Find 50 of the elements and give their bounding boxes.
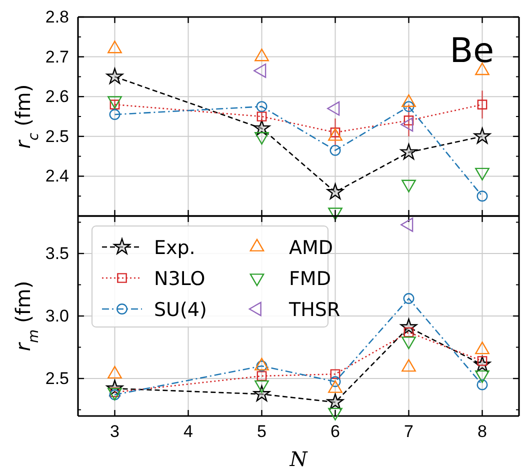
legend-label: N3LO xyxy=(154,268,206,290)
point xyxy=(256,101,268,112)
point xyxy=(403,293,414,304)
point xyxy=(328,380,342,393)
x-tick-label: 8 xyxy=(478,422,487,442)
legend-label: Exp. xyxy=(154,237,196,259)
point xyxy=(253,385,270,402)
y-tick-label: 2.5 xyxy=(45,126,69,146)
x-tick-label: 5 xyxy=(257,422,266,442)
y-tick-label: 2.7 xyxy=(45,47,69,66)
point xyxy=(400,144,418,160)
y-tick-label: 2.8 xyxy=(45,7,69,26)
point xyxy=(254,48,269,62)
point xyxy=(330,369,340,380)
y-tick-label: 3.0 xyxy=(45,306,69,326)
x-tick-label: 7 xyxy=(404,422,414,442)
legend-label: SU(4) xyxy=(154,299,207,321)
point xyxy=(477,100,488,110)
point xyxy=(475,342,490,354)
y-tick-label: 2.4 xyxy=(45,166,69,186)
legend-label: FMD xyxy=(289,268,331,290)
point xyxy=(108,40,122,54)
point xyxy=(256,112,267,122)
point xyxy=(474,128,491,144)
point xyxy=(256,371,267,381)
point xyxy=(402,359,416,372)
x-tick-label: 6 xyxy=(330,422,340,442)
legend-label: THSR xyxy=(288,299,340,321)
y-tick-label: 3.5 xyxy=(45,244,69,263)
legend-label: AMD xyxy=(289,237,334,259)
x-tick-label: 3 xyxy=(110,422,120,442)
point xyxy=(476,190,488,202)
point xyxy=(476,379,488,390)
point xyxy=(330,144,341,156)
annotation: Be xyxy=(450,31,494,71)
point xyxy=(403,101,414,112)
y-tick-label: 2.6 xyxy=(45,87,69,106)
point xyxy=(475,168,490,180)
point xyxy=(254,358,269,370)
x-axis-title: N xyxy=(288,447,309,470)
point xyxy=(328,208,342,220)
x-tick-label: 4 xyxy=(184,422,193,442)
point xyxy=(106,68,124,84)
point xyxy=(475,62,490,76)
point xyxy=(109,109,120,120)
y-tick-label: 2.5 xyxy=(45,368,69,388)
point xyxy=(326,393,344,410)
point xyxy=(402,180,416,192)
point xyxy=(108,366,122,379)
point xyxy=(404,327,414,338)
